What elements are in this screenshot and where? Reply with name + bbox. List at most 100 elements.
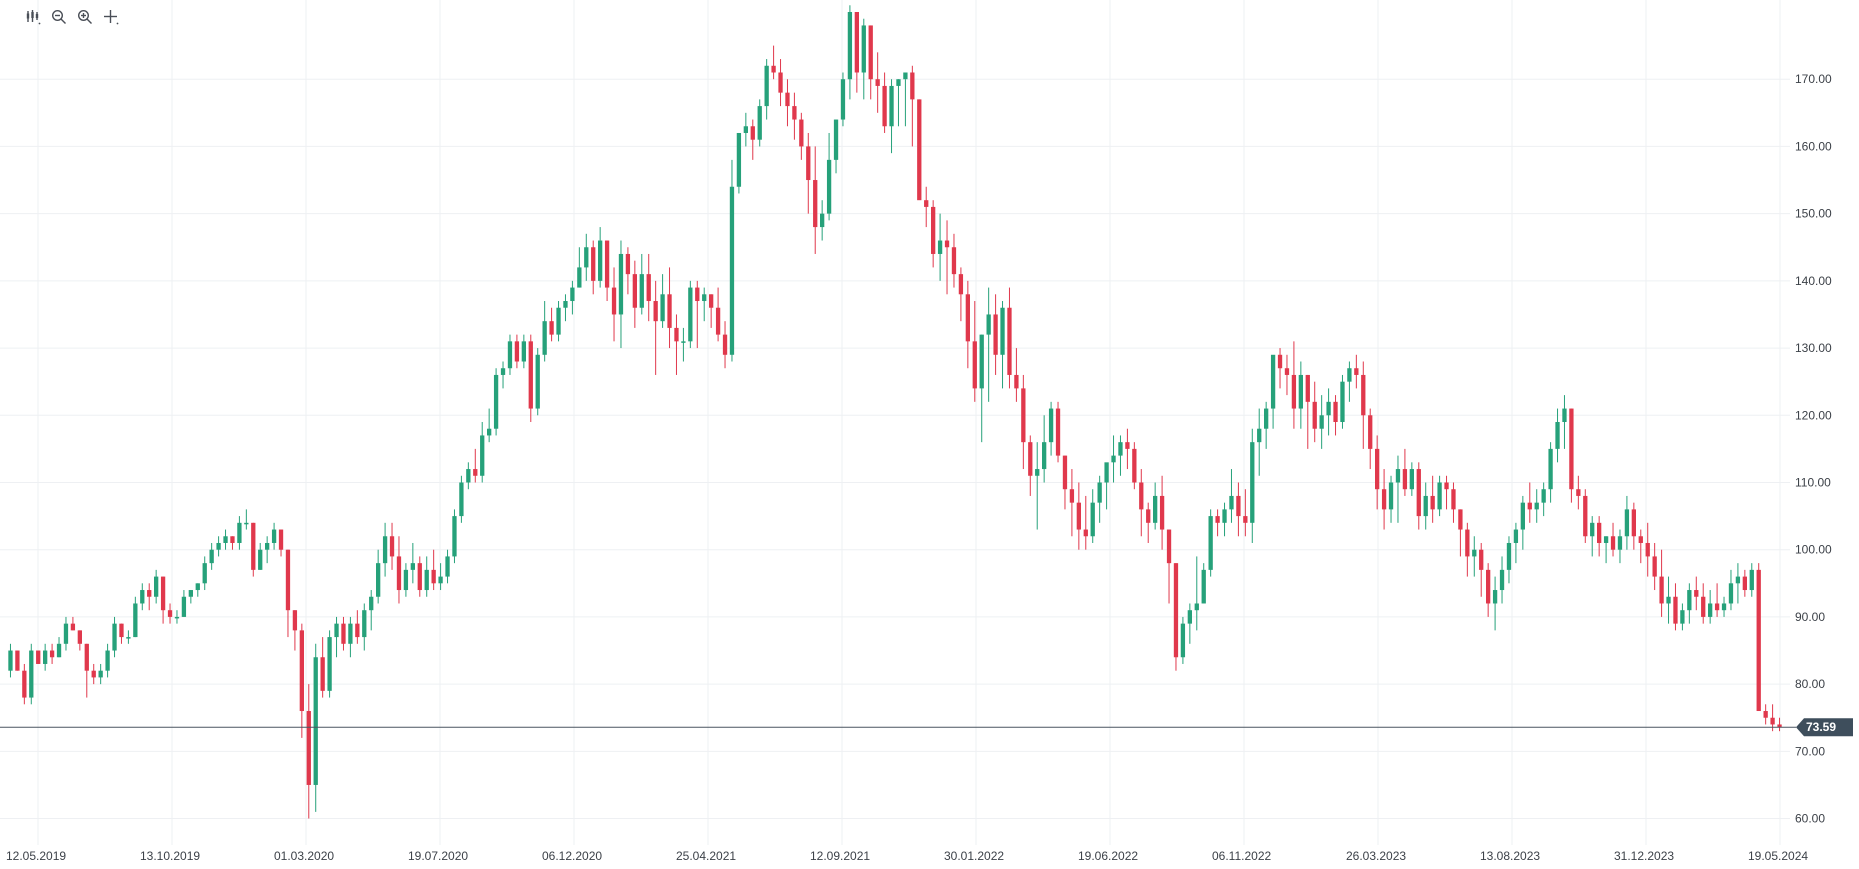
candle [958, 267, 964, 322]
candle-body [521, 341, 526, 362]
candle-body [1257, 428, 1262, 443]
candle-body [327, 637, 332, 691]
candle-body [799, 119, 804, 147]
candle-body [1264, 408, 1269, 429]
candle [1347, 361, 1352, 402]
candle-body [681, 341, 686, 343]
candle [1208, 509, 1213, 577]
candle [868, 25, 873, 100]
y-tick-label: 140.00 [1795, 274, 1832, 288]
candle [292, 610, 298, 651]
candle [688, 280, 693, 349]
candle-body [445, 556, 450, 577]
candle [77, 630, 82, 651]
candle [903, 72, 908, 127]
candle [1437, 475, 1442, 517]
crosshair-icon[interactable] [102, 8, 120, 26]
y-tick-label: 100.00 [1795, 543, 1832, 557]
candle [22, 663, 27, 705]
candle-body [341, 623, 346, 644]
candle-body [1409, 469, 1414, 490]
candle-body [251, 522, 256, 570]
candle [1562, 395, 1567, 449]
candle [861, 18, 866, 100]
candle [334, 616, 339, 658]
candle [1610, 522, 1616, 557]
candles [8, 5, 1782, 819]
candle [667, 267, 672, 349]
candle [535, 348, 540, 416]
candle [778, 59, 783, 107]
candle [840, 72, 846, 127]
candle [140, 583, 145, 611]
candle-body [979, 334, 984, 389]
candle-body [903, 72, 908, 80]
candle [771, 45, 776, 80]
candle [1603, 536, 1609, 564]
candle-body [695, 287, 700, 302]
candle [1721, 596, 1727, 617]
candle-body [1194, 603, 1199, 611]
candle [112, 616, 117, 658]
candle [813, 146, 818, 254]
candle [1576, 475, 1581, 510]
candle [646, 253, 651, 322]
candle-body [1083, 529, 1088, 537]
candlestick-settings-icon[interactable] [24, 8, 42, 26]
candle [98, 663, 103, 685]
candle [389, 522, 395, 570]
candle-body [1048, 408, 1054, 443]
candle-body [1388, 482, 1394, 510]
candle [1694, 576, 1699, 611]
candle [1659, 549, 1664, 617]
candle [147, 583, 152, 611]
x-tick-label: 13.10.2019 [140, 849, 200, 863]
candle-body [1423, 495, 1428, 517]
candle-body [438, 576, 443, 584]
candle-body [1180, 623, 1186, 658]
candle [1624, 495, 1630, 550]
candle-body [376, 563, 381, 597]
zoom-out-icon[interactable] [50, 8, 68, 26]
candle-body [1305, 374, 1310, 402]
candle [105, 643, 110, 678]
candle-body [1569, 408, 1574, 490]
candle [258, 542, 263, 570]
candle [1284, 354, 1290, 396]
candle-body [63, 623, 69, 644]
candle-body [722, 334, 728, 355]
candle-body [77, 630, 82, 644]
candle [1229, 469, 1234, 523]
candle [604, 240, 610, 302]
candle-body [535, 354, 540, 409]
candle [1159, 475, 1165, 550]
candle [341, 616, 346, 651]
candle [306, 684, 311, 819]
candle [1714, 583, 1720, 617]
candle [1028, 435, 1033, 496]
candle [181, 590, 187, 617]
zoom-in-icon[interactable] [76, 8, 94, 26]
candle [154, 569, 159, 604]
candle-body [514, 341, 520, 362]
candle-body [1437, 482, 1442, 510]
candle-body [1735, 576, 1741, 584]
candle-body [1062, 455, 1068, 490]
candle-body [410, 563, 415, 570]
candle [1187, 603, 1192, 644]
x-tick-label: 12.05.2019 [6, 849, 66, 863]
candle-body [653, 301, 658, 322]
candle-body [632, 274, 637, 308]
candle [1534, 489, 1539, 523]
candle [1631, 502, 1636, 550]
candle [244, 509, 249, 530]
candle-body [972, 341, 977, 389]
candle-body [1347, 368, 1352, 382]
candle [1312, 381, 1317, 443]
candle-body [334, 623, 339, 638]
price-badge [1796, 718, 1853, 737]
candle-body [1777, 724, 1782, 728]
candle [1354, 354, 1359, 389]
candle-body [1035, 469, 1040, 476]
